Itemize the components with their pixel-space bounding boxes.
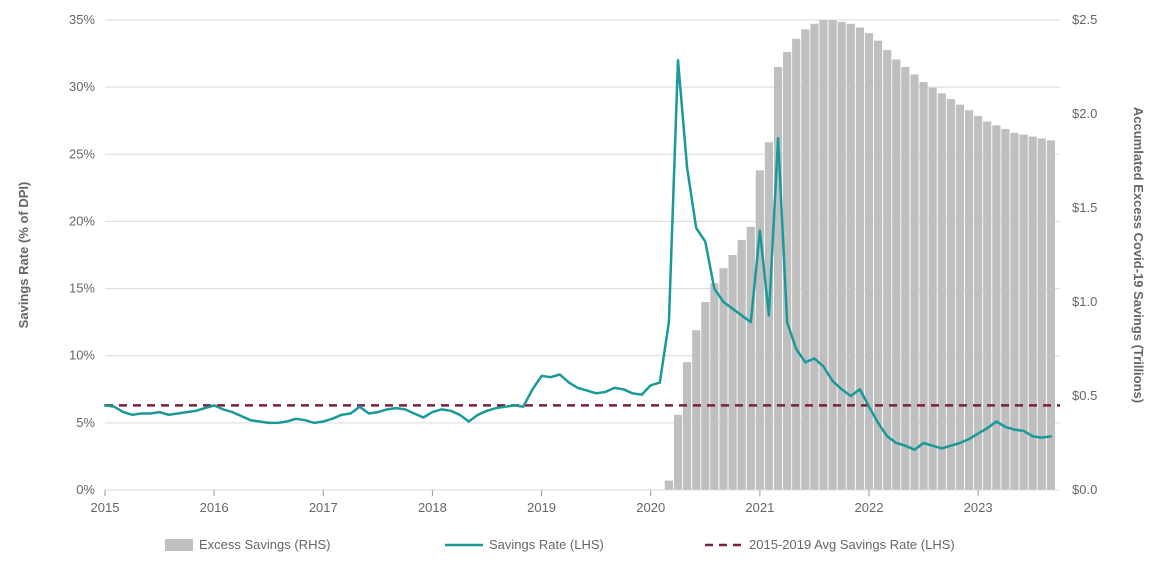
excess-savings-bar	[683, 362, 691, 490]
excess-savings-bar	[1020, 135, 1028, 490]
excess-savings-bar	[738, 240, 746, 490]
savings-chart: 0% 5% 10% 15% 20% 25% 30% 35% $0.0 $0.5 $1.0 $1.5 $2…	[0, 0, 1152, 576]
x-tick: 2023	[964, 500, 993, 515]
excess-savings-bar	[901, 67, 909, 490]
x-tick: 2018	[418, 500, 447, 515]
left-tick: 35%	[69, 12, 95, 27]
excess-savings-bar	[956, 105, 964, 490]
excess-savings-bar	[756, 170, 764, 490]
excess-savings-bar	[847, 24, 855, 490]
excess-savings-bar	[829, 20, 837, 490]
left-tick: 30%	[69, 79, 95, 94]
legend-swatch	[165, 539, 193, 551]
excess-savings-bar	[883, 50, 891, 490]
excess-savings-bar	[910, 75, 918, 490]
right-tick: $1.0	[1072, 294, 1097, 309]
left-tick: 10%	[69, 348, 95, 363]
x-tick: 2016	[200, 500, 229, 515]
right-tick: $2.0	[1072, 106, 1097, 121]
excess-savings-bar	[801, 29, 809, 490]
excess-savings-bar	[1001, 129, 1009, 490]
legend-label: Excess Savings (RHS)	[199, 537, 330, 552]
x-tick: 2017	[309, 500, 338, 515]
x-tick: 2021	[745, 500, 774, 515]
excess-savings-bar	[819, 20, 827, 490]
right-tick: $0.5	[1072, 388, 1097, 403]
x-tick: 2022	[855, 500, 884, 515]
excess-savings-bar	[965, 110, 973, 490]
excess-savings-bar	[792, 39, 800, 490]
right-tick: $1.5	[1072, 200, 1097, 215]
chart-svg: 0% 5% 10% 15% 20% 25% 30% 35% $0.0 $0.5 $1.0 $1.5 $2…	[0, 0, 1152, 576]
legend-label: 2015-2019 Avg Savings Rate (LHS)	[749, 537, 955, 552]
left-axis-label: Savings Rate (% of DPI)	[16, 182, 31, 329]
excess-savings-bar	[774, 67, 782, 490]
right-tick: $2.5	[1072, 12, 1097, 27]
excess-savings-bar	[919, 82, 927, 490]
excess-savings-bar	[856, 28, 864, 490]
x-tick: 2015	[91, 500, 120, 515]
excess-savings-bar	[692, 330, 700, 490]
left-tick: 20%	[69, 213, 95, 228]
x-tick: 2019	[527, 500, 556, 515]
legend-label: Savings Rate (LHS)	[489, 537, 604, 552]
excess-savings-bar	[929, 88, 937, 490]
right-tick: $0.0	[1072, 482, 1097, 497]
left-tick: 5%	[76, 415, 95, 430]
excess-savings-bar	[838, 22, 846, 490]
x-tick: 2020	[636, 500, 665, 515]
excess-savings-bar	[747, 227, 755, 490]
excess-savings-bar	[938, 93, 946, 490]
excess-savings-bar	[892, 59, 900, 490]
excess-savings-bar	[728, 255, 736, 490]
right-axis-label: Accumlated Excess Covid-19 Savings (Tril…	[1131, 107, 1146, 403]
excess-savings-bar	[810, 24, 818, 490]
left-tick: 25%	[69, 146, 95, 161]
excess-savings-bar	[865, 33, 873, 490]
excess-savings-bar	[1010, 133, 1018, 490]
left-tick: 15%	[69, 281, 95, 296]
excess-savings-bar	[983, 122, 991, 490]
excess-savings-bar	[710, 283, 718, 490]
excess-savings-bar	[947, 99, 955, 490]
left-tick: 0%	[76, 482, 95, 497]
excess-savings-bar	[701, 302, 709, 490]
excess-savings-bar	[674, 415, 682, 490]
excess-savings-bar	[992, 125, 1000, 490]
excess-savings-bar	[665, 481, 673, 490]
